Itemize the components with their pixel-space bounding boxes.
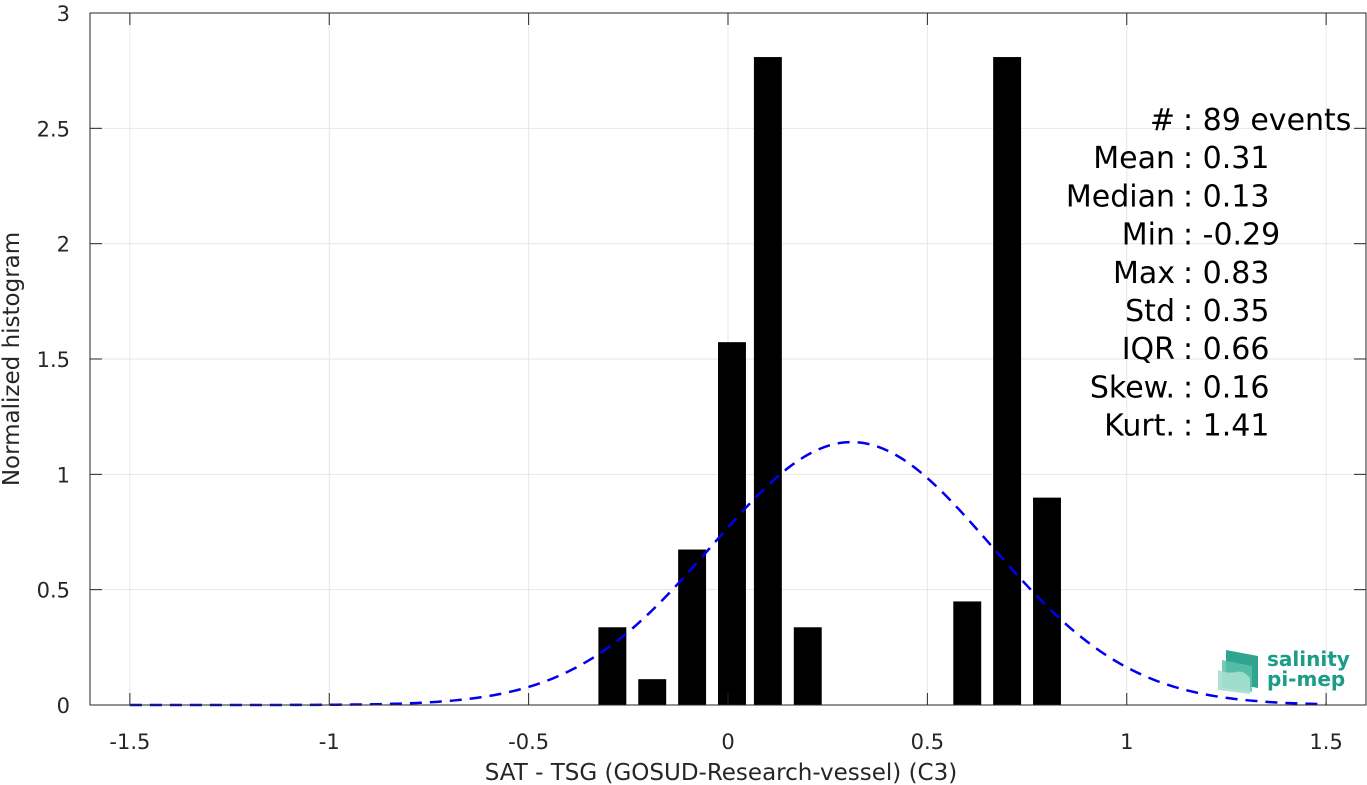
y-tick-label: 1.5 [37, 348, 70, 372]
stat-value: : 0.66 [1183, 332, 1269, 367]
stat-line: Kurt.: 1.41 [1104, 409, 1269, 444]
y-tick-label: 0 [57, 694, 70, 718]
x-tick-label: 0.5 [911, 730, 944, 754]
stat-value: : 0.16 [1183, 370, 1269, 405]
histogram-bar [678, 549, 707, 705]
logo-mark-icon [1218, 650, 1258, 694]
stat-line: Min: -0.29 [1122, 218, 1281, 253]
stat-value: : 0.35 [1183, 294, 1269, 329]
histogram-bar [598, 627, 627, 705]
x-axis-label: SAT - TSG (GOSUD-Research-vessel) (C3) [485, 760, 957, 785]
stat-line: Median: 0.13 [1066, 179, 1270, 214]
histogram-bar [793, 627, 822, 705]
x-tick-label: -0.5 [508, 730, 549, 754]
stat-name: IQR [1122, 332, 1175, 367]
y-tick-label: 1 [57, 463, 70, 487]
stat-line: Mean: 0.31 [1093, 141, 1269, 176]
stat-line: Skew.: 0.16 [1090, 370, 1270, 405]
stat-name: Max [1113, 256, 1175, 291]
stat-name: # [1150, 103, 1175, 138]
x-tick-label: 1 [1120, 730, 1133, 754]
stat-name: Median [1066, 179, 1175, 214]
stat-line: #: 89 events [1150, 103, 1352, 138]
histogram-bar [953, 601, 982, 705]
stat-value: : 0.31 [1183, 141, 1269, 176]
y-tick-label: 0.5 [37, 579, 70, 603]
y-axis-label: Normalized histogram [0, 232, 25, 486]
x-tick-label: -1 [319, 730, 340, 754]
stat-line: IQR: 0.66 [1122, 332, 1270, 367]
stat-value: : 89 events [1183, 103, 1351, 138]
stat-value: : 0.13 [1183, 179, 1269, 214]
x-tick-label: 0 [721, 730, 734, 754]
stat-name: Min [1122, 218, 1175, 253]
y-tick-label: 3 [57, 2, 70, 26]
stat-name: Mean [1093, 141, 1175, 176]
histogram-bar [993, 57, 1022, 706]
stat-name: Skew. [1090, 370, 1175, 405]
logo-text-line1: salinity [1267, 647, 1350, 671]
histogram-bar [753, 57, 782, 706]
logo-text-line2: pi-mep [1267, 667, 1345, 691]
stat-value: : 0.83 [1183, 256, 1269, 291]
histogram-bar [1033, 497, 1061, 705]
x-tick-label: 1.5 [1309, 730, 1342, 754]
histogram-bar [638, 679, 667, 705]
y-tick-label: 2 [57, 233, 70, 257]
x-tick-labels: -1.5 -1 -0.5 0 0.5 1 1.5 [109, 730, 1342, 754]
plot-axes [89, 12, 1367, 706]
y-tick-labels: 0 0.5 1 1.5 2 2.5 3 [37, 2, 70, 718]
x-tick-label: -1.5 [109, 730, 150, 754]
stat-value: : -0.29 [1183, 218, 1280, 253]
salinity-pi-mep-logo: salinity pi-mep [1218, 647, 1350, 694]
histogram-bars [598, 57, 1061, 706]
stat-line: Max: 0.83 [1113, 256, 1269, 291]
stat-line: Std: 0.35 [1125, 294, 1269, 329]
stat-name: Std [1125, 294, 1175, 329]
y-tick-label: 2.5 [37, 117, 70, 141]
stat-value: : 1.41 [1183, 409, 1269, 444]
stat-name: Kurt. [1104, 409, 1175, 444]
